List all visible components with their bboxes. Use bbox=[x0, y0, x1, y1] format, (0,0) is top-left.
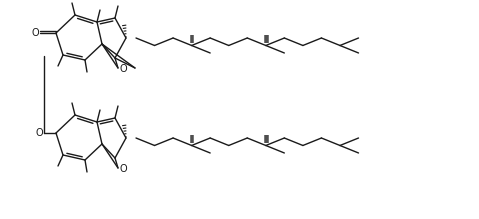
Text: O: O bbox=[119, 164, 127, 174]
Text: O: O bbox=[35, 128, 43, 138]
Text: O: O bbox=[119, 64, 127, 74]
Text: O: O bbox=[31, 28, 39, 38]
